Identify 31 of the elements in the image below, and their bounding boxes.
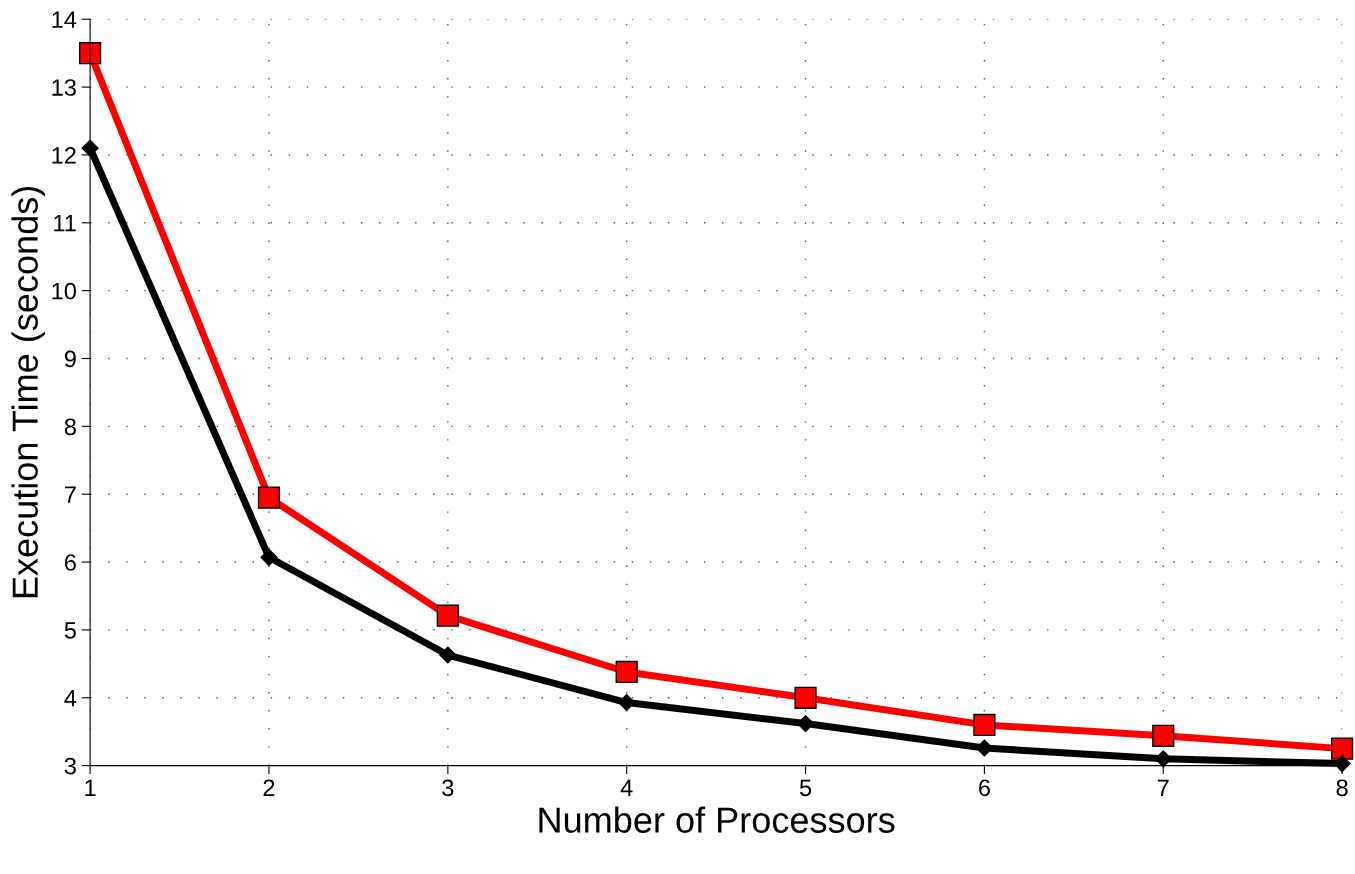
- x-tick-label: 2: [263, 779, 275, 796]
- x-tick-label: 7: [1157, 779, 1169, 796]
- point: [439, 646, 457, 664]
- x-tick-label: 5: [799, 779, 812, 797]
- x-axis-title: Number of Processors: [539, 806, 895, 833]
- x-tick-label: 8: [1336, 779, 1348, 797]
- point: [615, 660, 638, 684]
- y-tick-label: 5: [64, 622, 76, 639]
- point: [260, 548, 278, 566]
- x-tick-label: 3: [442, 779, 454, 797]
- point: [257, 486, 281, 509]
- y-tick-label: 4: [64, 690, 77, 707]
- point: [794, 686, 817, 709]
- y-tick-label: 14: [52, 11, 77, 28]
- y-tick-label: 3: [64, 757, 76, 775]
- x-tick-label: 6: [979, 779, 990, 797]
- y-tick-label: 10: [52, 282, 76, 300]
- x-tick-label: 4: [620, 779, 633, 796]
- y-axis-title: Execution Time (seconds): [11, 186, 46, 598]
- y-tick-label: 9: [64, 350, 76, 368]
- y-tick-label: 12: [52, 147, 76, 164]
- y-tick-label: 11: [54, 215, 76, 232]
- point: [973, 713, 996, 737]
- y-tick-label: 8: [64, 418, 76, 436]
- y-tick-label: 13: [52, 79, 76, 96]
- point: [1152, 724, 1175, 747]
- y-tick-label: 7: [64, 486, 76, 503]
- point: [436, 604, 459, 627]
- point: [1331, 737, 1354, 760]
- x-tick-label: 1: [85, 779, 96, 796]
- y-tick-label: 6: [64, 554, 76, 571]
